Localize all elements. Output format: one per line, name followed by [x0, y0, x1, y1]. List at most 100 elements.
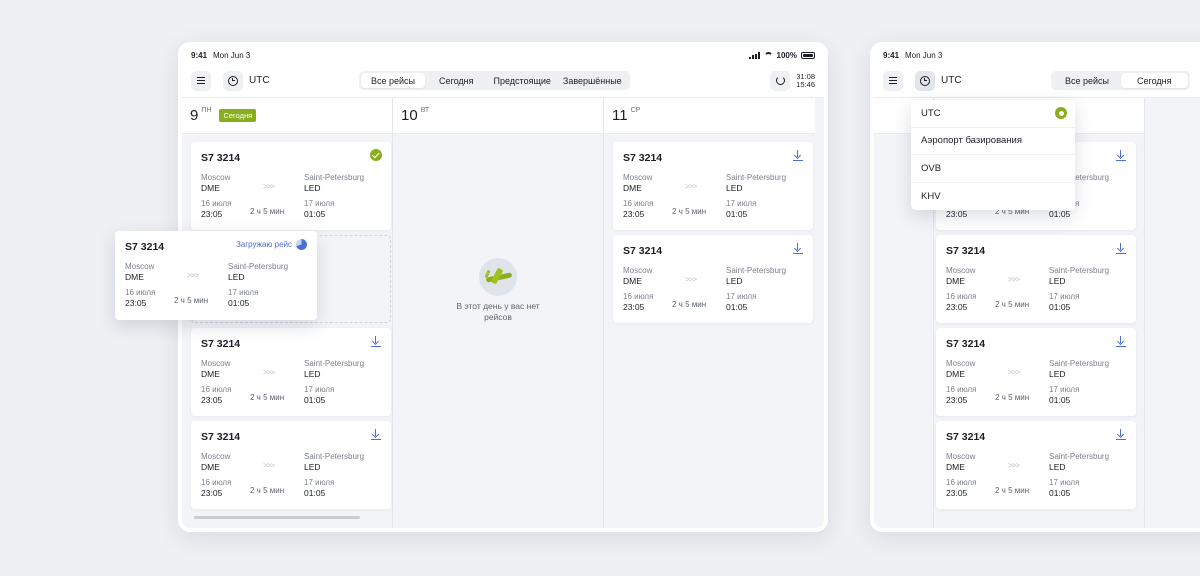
option-label: UTC [921, 107, 941, 119]
departure-date: 16 июля [946, 478, 977, 487]
timezone-option-khv[interactable]: KHV [911, 183, 1075, 211]
flight-card[interactable]: S7 3214 Moscow DME >>> Saint-Petersburg … [936, 328, 1136, 416]
timezone-option-utc[interactable]: UTC [911, 100, 1075, 128]
flight-card[interactable]: S7 3214 Moscow DME >>> Saint-Petersburg … [191, 142, 391, 230]
download-icon[interactable] [371, 336, 381, 347]
loading-label: Загружаю рейс [235, 240, 292, 249]
flight-duration: 2 ч 5 мин [672, 300, 707, 309]
departure-date: 16 июля [946, 292, 977, 301]
departure-time: 23:05 [946, 488, 968, 498]
destination-city: Saint-Petersburg [304, 452, 365, 461]
destination-code: LED [1049, 276, 1066, 286]
download-icon[interactable] [793, 243, 803, 254]
tab-today[interactable]: Сегодня [439, 75, 474, 86]
check-circle-icon [370, 149, 382, 161]
wifi-icon [763, 52, 773, 58]
day-column-10: 10 ВТ В этот день у вас нет рейсов [393, 98, 604, 528]
radio-selected-icon [1055, 107, 1067, 120]
flight-number: S7 3214 [201, 338, 241, 350]
download-icon[interactable] [371, 429, 381, 440]
tab-all[interactable]: Все рейсы [361, 73, 426, 88]
destination-city: Saint-Petersburg [1049, 452, 1110, 461]
progress-pie-icon [296, 239, 307, 250]
tab-upcoming[interactable]: Предстоящие [493, 75, 551, 86]
status-time: 9:41 [883, 50, 900, 60]
timezone-dropdown: UTC Аэропорт базирования OVB KHV [911, 100, 1075, 210]
flight-card[interactable]: S7 3214 Moscow DME >>> Saint-Petersburg … [191, 421, 391, 509]
timezone-option-ovb[interactable]: OVB [911, 155, 1075, 183]
departure-date: 16 июля [946, 385, 977, 394]
refresh-icon [775, 76, 785, 85]
departure-date: 16 июля [623, 292, 654, 301]
flight-duration: 2 ч 5 мин [250, 207, 285, 216]
route-arrows-icon: >>> [1008, 275, 1020, 284]
day-weekday: ПН [201, 107, 212, 114]
empty-message: В этот день у вас нет рейсов [456, 301, 540, 322]
filter-tabs: Все рейсы Сегодня [1051, 71, 1190, 90]
arrival-time: 01:05 [304, 209, 326, 219]
arrival-date: 17 июля [228, 288, 259, 297]
tab-completed[interactable]: Завершённые [562, 75, 622, 86]
destination-code: LED [228, 272, 245, 282]
timezone-option-base-airport[interactable]: Аэропорт базирования [911, 128, 1075, 155]
filter-tabs: Все рейсы Сегодня Предстоящие Завершённы… [359, 71, 630, 90]
arrival-time: 01:05 [1049, 488, 1071, 498]
origin-code: DME [946, 369, 965, 379]
option-label: Аэропорт базирования [921, 135, 1023, 147]
flight-card[interactable]: S7 3214 Moscow DME >>> Saint-Petersburg … [613, 235, 813, 323]
refresh-button[interactable] [770, 70, 791, 91]
flight-card[interactable]: S7 3214 Moscow DME >>> Saint-Petersburg … [191, 328, 391, 416]
arrival-time: 01:05 [1049, 209, 1071, 219]
download-icon[interactable] [1116, 336, 1126, 347]
route-arrows-icon: >>> [1008, 368, 1020, 377]
menu-icon [197, 77, 205, 84]
tab-all[interactable]: Все рейсы [1065, 75, 1110, 86]
menu-icon [889, 77, 897, 84]
empty-state: В этот день у вас нет рейсов [393, 258, 603, 323]
destination-code: LED [1049, 369, 1066, 379]
destination-city: Saint-Petersburg [1049, 359, 1110, 368]
download-icon[interactable] [793, 150, 803, 161]
flight-number: S7 3214 [201, 152, 241, 164]
route-arrows-icon: >>> [685, 182, 697, 191]
menu-button[interactable] [191, 70, 211, 91]
departure-time: 23:05 [623, 302, 645, 312]
destination-city: Saint-Petersburg [1049, 173, 1110, 182]
timezone-button[interactable] [223, 70, 243, 91]
arrival-time: 01:05 [304, 395, 326, 405]
departure-date: 16 июля [201, 385, 232, 394]
flight-duration: 2 ч 5 мин [995, 207, 1030, 216]
arrival-time: 01:05 [228, 298, 250, 308]
departure-time: 23:05 [201, 488, 223, 498]
arrival-date: 17 июля [1049, 478, 1080, 487]
dragged-flight-card[interactable]: S7 3214 Moscow DME >>> Saint-Petersburg … [115, 231, 317, 320]
tab-today[interactable]: Сегодня [1121, 73, 1188, 88]
download-icon[interactable] [1116, 429, 1126, 440]
day-weekday: ВТ [420, 107, 430, 114]
download-icon[interactable] [1116, 150, 1126, 161]
origin-code: DME [946, 462, 965, 472]
day-number: 9 [190, 107, 199, 124]
destination-code: LED [726, 276, 743, 286]
departure-time: 23:05 [125, 298, 147, 308]
loading-status: Загружаю рейс [236, 239, 307, 250]
flight-card[interactable]: S7 3214 Moscow DME >>> Saint-Petersburg … [613, 142, 813, 230]
day-number: 10 [401, 107, 418, 124]
day-header: 10 ВТ [393, 98, 603, 134]
arrival-time: 01:05 [726, 302, 748, 312]
flight-card[interactable]: S7 3214 Moscow DME >>> Saint-Petersburg … [936, 235, 1136, 323]
timezone-button[interactable] [915, 70, 935, 91]
download-icon[interactable] [1116, 243, 1126, 254]
clock-readout: 31:08 15:46 [796, 72, 815, 89]
status-bar: 9:41 Mon Jun 3 100% [182, 46, 824, 64]
horizontal-scrollbar[interactable] [194, 516, 360, 519]
destination-city: Saint-Petersburg [304, 173, 365, 182]
origin-city: Moscow [201, 359, 231, 368]
airplane-icon [479, 258, 517, 296]
menu-button[interactable] [883, 70, 903, 91]
flight-number: S7 3214 [946, 431, 986, 443]
day-weekday: СР [630, 107, 641, 114]
arrival-date: 17 июля [726, 199, 757, 208]
flight-card[interactable]: S7 3214 Moscow DME >>> Saint-Petersburg … [936, 421, 1136, 509]
day-header: 11 СР [604, 98, 815, 134]
